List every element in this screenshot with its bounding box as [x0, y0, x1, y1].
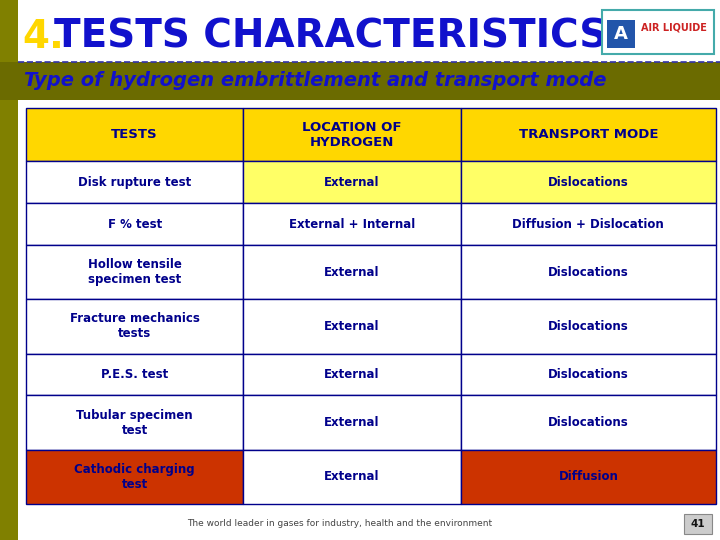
Bar — [243, 203, 461, 245]
Text: TESTS: TESTS — [112, 128, 158, 141]
Text: Cathodic charging
test: Cathodic charging test — [74, 463, 195, 491]
Bar — [26, 245, 243, 299]
Text: AIR LIQUIDE: AIR LIQUIDE — [641, 23, 707, 33]
Bar — [243, 299, 461, 354]
Bar — [26, 299, 243, 354]
Bar — [26, 203, 243, 245]
Bar — [243, 450, 461, 504]
Text: Dislocations: Dislocations — [548, 266, 629, 279]
Bar — [607, 20, 635, 48]
Text: The world leader in gases for industry, health and the environment: The world leader in gases for industry, … — [187, 519, 492, 529]
Text: Dislocations: Dislocations — [548, 176, 629, 189]
Text: A: A — [614, 25, 628, 43]
Bar — [26, 354, 243, 395]
Bar — [243, 395, 461, 450]
Text: External: External — [324, 470, 379, 483]
Bar — [243, 161, 461, 203]
Text: Diffusion: Diffusion — [559, 470, 618, 483]
Text: 41: 41 — [690, 519, 706, 529]
Bar — [461, 245, 716, 299]
Text: 4.: 4. — [22, 18, 64, 56]
Bar — [0, 0, 18, 540]
Text: Dislocations: Dislocations — [548, 368, 629, 381]
Text: Tubular specimen
test: Tubular specimen test — [76, 409, 193, 436]
Bar — [26, 450, 243, 504]
Text: External: External — [324, 176, 379, 189]
Text: Hollow tensile
specimen test: Hollow tensile specimen test — [88, 258, 181, 286]
Text: External: External — [324, 320, 379, 333]
Text: Dislocations: Dislocations — [548, 416, 629, 429]
Bar — [461, 108, 716, 161]
Bar — [461, 395, 716, 450]
Bar — [26, 395, 243, 450]
Bar — [243, 354, 461, 395]
Text: Fracture mechanics
tests: Fracture mechanics tests — [70, 313, 199, 340]
Text: Type of hydrogen embrittlement and transport mode: Type of hydrogen embrittlement and trans… — [24, 71, 606, 91]
Text: TESTS CHARACTERISTICS: TESTS CHARACTERISTICS — [54, 18, 608, 56]
Bar — [602, 10, 714, 54]
Text: Disk rupture test: Disk rupture test — [78, 176, 192, 189]
Bar — [461, 203, 716, 245]
Bar — [0, 62, 720, 100]
Text: TRANSPORT MODE: TRANSPORT MODE — [518, 128, 658, 141]
Bar — [684, 514, 712, 534]
Text: P.E.S. test: P.E.S. test — [101, 368, 168, 381]
Text: External: External — [324, 416, 379, 429]
Bar — [461, 299, 716, 354]
Text: Dislocations: Dislocations — [548, 320, 629, 333]
Text: External: External — [324, 266, 379, 279]
Text: External + Internal: External + Internal — [289, 218, 415, 231]
Text: External: External — [324, 368, 379, 381]
Text: F % test: F % test — [107, 218, 162, 231]
Text: LOCATION OF
HYDROGEN: LOCATION OF HYDROGEN — [302, 121, 402, 149]
Bar — [461, 354, 716, 395]
Bar — [26, 161, 243, 203]
Bar — [26, 108, 243, 161]
Bar — [461, 450, 716, 504]
Text: Diffusion + Dislocation: Diffusion + Dislocation — [513, 218, 665, 231]
Bar — [243, 108, 461, 161]
Bar — [243, 245, 461, 299]
Bar — [461, 161, 716, 203]
